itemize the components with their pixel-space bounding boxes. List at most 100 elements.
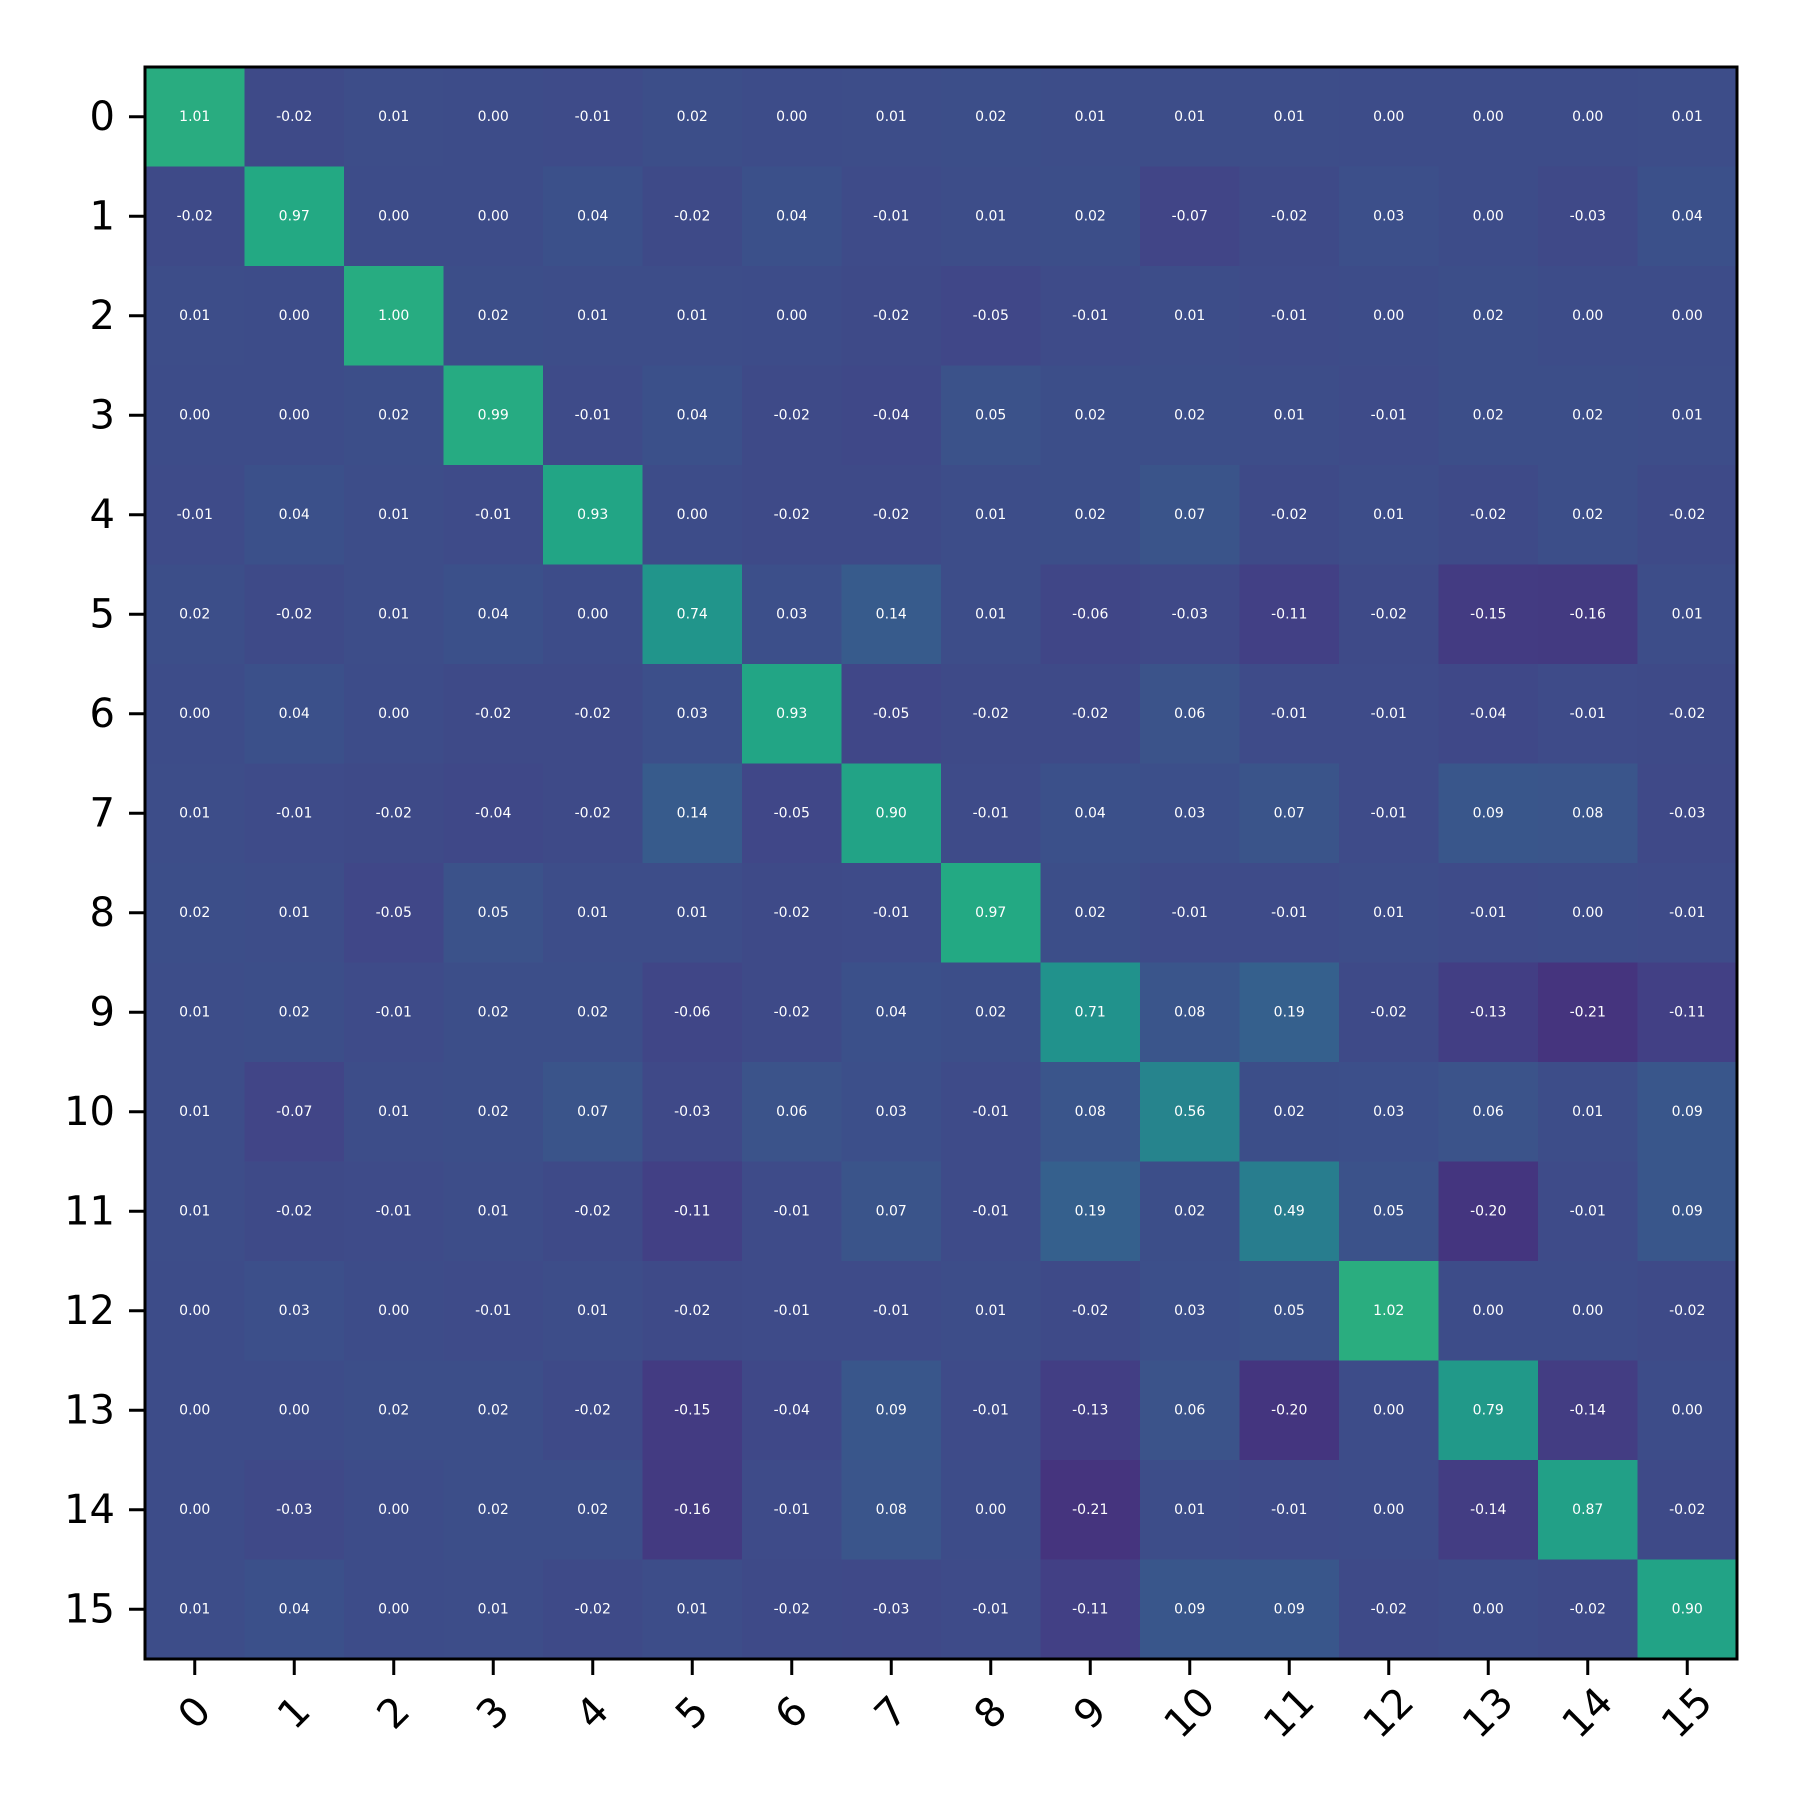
cell-value-label-14-9: -0.21	[1072, 1502, 1108, 1518]
cell-value-label-10-5: -0.03	[674, 1104, 710, 1120]
heatmap-cell-10-13	[1438, 1062, 1539, 1163]
cell-value-label-11-0: 0.01	[179, 1203, 210, 1219]
x-tick-label-13: 13	[1454, 1679, 1523, 1748]
heatmap-cell-11-14	[1538, 1161, 1639, 1262]
y-tick-label-3: 3	[90, 392, 115, 438]
cell-value-label-7-14: 0.08	[1572, 805, 1603, 821]
heatmap-cell-14-7	[841, 1460, 942, 1561]
y-tick-label-9: 9	[90, 989, 115, 1035]
cell-value-label-8-6: -0.02	[774, 905, 810, 921]
cell-value-label-0-4: -0.01	[575, 109, 611, 125]
cell-value-label-15-7: -0.03	[873, 1601, 909, 1617]
cell-value-label-3-1: 0.00	[279, 407, 310, 423]
heatmap-cell-13-6	[742, 1360, 843, 1461]
cell-value-label-9-10: 0.08	[1174, 1004, 1205, 1020]
cell-value-label-2-8: -0.05	[973, 308, 1009, 324]
cell-value-label-15-13: 0.00	[1473, 1601, 1504, 1617]
heatmap-cell-6-9	[1040, 664, 1141, 765]
heatmap-cell-13-0	[145, 1360, 246, 1461]
heatmap-cell-7-15	[1637, 763, 1738, 864]
heatmap-cell-0-3	[443, 67, 544, 168]
heatmap-cell-2-15	[1637, 266, 1738, 367]
heatmap-cell-12-1	[244, 1261, 345, 1362]
heatmap-cell-9-2	[344, 962, 445, 1063]
cell-value-label-3-0: 0.00	[179, 407, 210, 423]
cell-value-label-11-13: -0.20	[1470, 1203, 1506, 1219]
heatmap-cell-11-15	[1637, 1161, 1738, 1262]
heatmap-cell-2-9	[1040, 266, 1141, 367]
heatmap-cell-0-0	[145, 67, 246, 168]
cell-value-label-7-5: 0.14	[677, 805, 708, 821]
heatmap-cell-10-3	[443, 1062, 544, 1163]
heatmap-cell-8-12	[1339, 863, 1440, 964]
heatmap-cell-13-14	[1538, 1360, 1639, 1461]
heatmap-cell-3-15	[1637, 365, 1738, 466]
cell-value-label-14-14: 0.87	[1572, 1502, 1603, 1518]
cell-value-label-13-12: 0.00	[1373, 1402, 1404, 1418]
cell-value-label-14-15: -0.02	[1669, 1502, 1705, 1518]
cell-value-label-12-7: -0.01	[873, 1303, 909, 1319]
cell-value-label-7-10: 0.03	[1174, 805, 1205, 821]
x-axis: 0 1 2 3 4 5 6 7 8 9 10 11 12 13 14 15	[169, 1659, 1722, 1748]
cell-value-label-1-7: -0.01	[873, 208, 909, 224]
cell-value-label-4-7: -0.02	[873, 507, 909, 523]
heatmap-cell-5-9	[1040, 564, 1141, 665]
cell-value-label-11-3: 0.01	[478, 1203, 509, 1219]
heatmap-cell-1-8	[941, 166, 1042, 267]
heatmap-cell-15-5	[642, 1559, 743, 1660]
heatmap-cell-5-13	[1438, 564, 1539, 665]
cell-value-label-9-4: 0.02	[577, 1004, 608, 1020]
cell-value-label-11-5: -0.11	[674, 1203, 710, 1219]
heatmap-cell-8-3	[443, 863, 544, 964]
cell-value-label-14-0: 0.00	[179, 1502, 210, 1518]
heatmap-cell-11-7	[841, 1161, 942, 1262]
heatmap-cell-0-4	[543, 67, 644, 168]
cell-value-label-8-13: -0.01	[1470, 905, 1506, 921]
cell-value-label-9-8: 0.02	[975, 1004, 1006, 1020]
heatmap-cell-8-5	[642, 863, 743, 964]
heatmap-cell-3-11	[1239, 365, 1340, 466]
heatmap-cell-1-12	[1339, 166, 1440, 267]
heatmap-cell-3-3	[443, 365, 544, 466]
cell-value-label-9-15: -0.11	[1669, 1004, 1705, 1020]
cell-value-label-2-15: 0.00	[1672, 308, 1703, 324]
cell-value-label-5-12: -0.02	[1371, 606, 1407, 622]
heatmap-cell-9-15	[1637, 962, 1738, 1063]
cell-value-label-7-8: -0.01	[973, 805, 1009, 821]
heatmap-cell-2-4	[543, 266, 644, 367]
cell-value-label-7-0: 0.01	[179, 805, 210, 821]
heatmap-cell-13-3	[443, 1360, 544, 1461]
heatmap-cell-4-15	[1637, 465, 1738, 566]
cell-value-label-15-2: 0.00	[378, 1601, 409, 1617]
heatmap-cell-4-10	[1140, 465, 1241, 566]
cell-value-label-8-9: 0.02	[1075, 905, 1106, 921]
cell-value-label-5-13: -0.15	[1470, 606, 1506, 622]
cell-value-label-10-9: 0.08	[1075, 1104, 1106, 1120]
cell-value-label-3-15: 0.01	[1672, 407, 1703, 423]
cell-value-label-11-8: -0.01	[973, 1203, 1009, 1219]
heatmap-cell-5-6	[742, 564, 843, 665]
heatmap-cell-13-12	[1339, 1360, 1440, 1461]
cell-value-label-6-5: 0.03	[677, 706, 708, 722]
cell-value-label-14-7: 0.08	[876, 1502, 907, 1518]
cell-value-label-9-12: -0.02	[1371, 1004, 1407, 1020]
heatmap-cell-14-0	[145, 1460, 246, 1561]
heatmap-cell-15-12	[1339, 1559, 1440, 1660]
cell-value-label-0-8: 0.02	[975, 109, 1006, 125]
heatmap-cell-15-3	[443, 1559, 544, 1660]
cell-value-label-13-9: -0.13	[1072, 1402, 1108, 1418]
heatmap-cell-11-13	[1438, 1161, 1539, 1262]
cell-value-label-0-13: 0.00	[1473, 109, 1504, 125]
heatmap-cell-15-13	[1438, 1559, 1539, 1660]
heatmap-cell-0-7	[841, 67, 942, 168]
heatmap-cell-2-7	[841, 266, 942, 367]
heatmap-cell-2-1	[244, 266, 345, 367]
y-tick-label-15: 15	[64, 1586, 115, 1632]
cell-value-label-12-9: -0.02	[1072, 1303, 1108, 1319]
heatmap-cell-7-1	[244, 763, 345, 864]
heatmap-cell-12-15	[1637, 1261, 1738, 1362]
cell-value-label-10-11: 0.02	[1274, 1104, 1305, 1120]
heatmap-cell-4-0	[145, 465, 246, 566]
cell-value-label-14-12: 0.00	[1373, 1502, 1404, 1518]
cell-value-labels: 1.01 -0.02 0.01 0.00 -0.01 0.02 0.00 0.01 0.02 0.…	[177, 109, 1706, 1618]
